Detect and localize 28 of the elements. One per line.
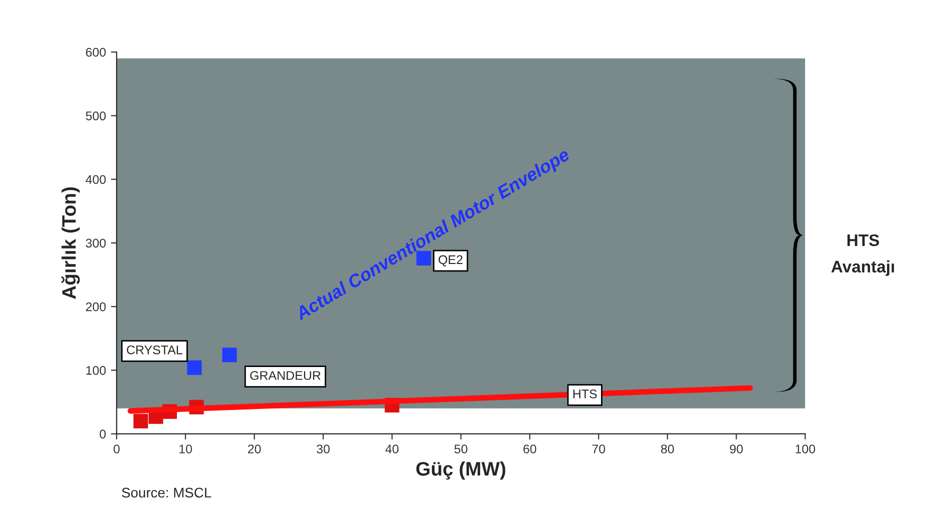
y-tick-label: 500 xyxy=(86,111,106,120)
annotation: CRYSTAL xyxy=(126,345,182,354)
y-tick-label: 400 xyxy=(86,175,106,184)
point xyxy=(222,348,237,362)
y-tick-label: 100 xyxy=(86,366,106,375)
point xyxy=(133,414,148,428)
x-tick-label: 60 xyxy=(523,444,536,454)
y-tick-label: 200 xyxy=(86,302,106,312)
x-tick-label: 80 xyxy=(661,444,674,454)
x-tick-label: 0 xyxy=(114,444,120,454)
point xyxy=(187,360,202,375)
y-tick-label: 600 xyxy=(86,48,106,57)
x-tick-label: 50 xyxy=(454,444,468,454)
x-axis-title: Güç (MW) xyxy=(416,461,506,480)
x-tick-label: 70 xyxy=(592,444,606,454)
x-tick-label: 90 xyxy=(730,444,743,454)
x-tick-label: 10 xyxy=(179,444,192,454)
y-tick-label: 0 xyxy=(100,430,106,438)
x-tick-label: 20 xyxy=(248,444,261,454)
text: HTS Avantajı xyxy=(831,234,894,276)
x-tick-label: 40 xyxy=(385,444,399,454)
y-axis-title: Ağırlık (Ton) xyxy=(61,187,80,299)
x-tick-label: 30 xyxy=(316,444,330,454)
annotation: GRANDEUR xyxy=(250,371,321,380)
x-tick-label: 100 xyxy=(796,444,816,454)
y-tick-label: 300 xyxy=(86,238,106,248)
annotation: HTS xyxy=(573,390,597,398)
source-note: Source: MSCL xyxy=(122,488,212,498)
